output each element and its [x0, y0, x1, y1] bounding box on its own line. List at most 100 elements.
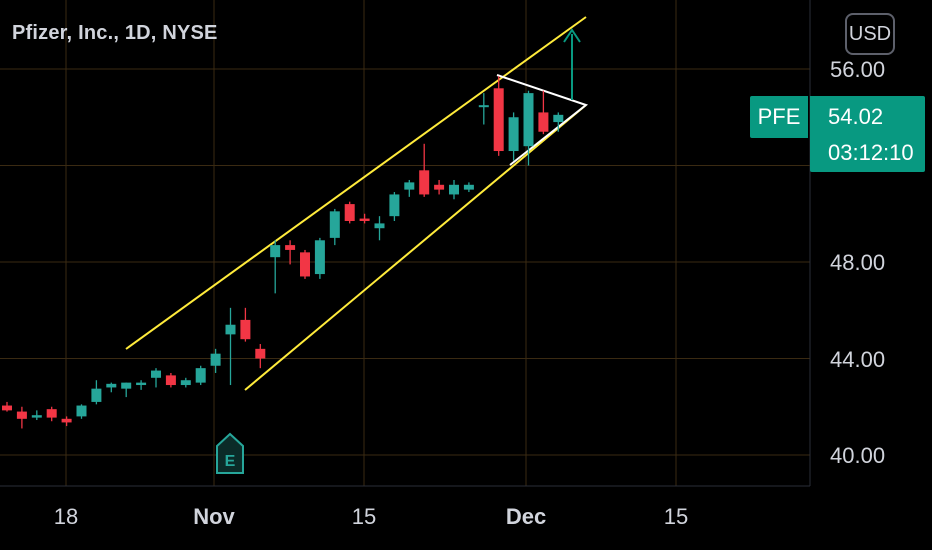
- candle-body: [136, 382, 147, 386]
- candle[interactable]: [165, 372, 176, 388]
- candle[interactable]: [538, 90, 549, 135]
- candle[interactable]: [374, 216, 385, 241]
- x-tick-label: 18: [53, 504, 79, 529]
- candle-body: [329, 211, 340, 238]
- candle-body: [240, 319, 251, 340]
- y-tick-label: 40.00: [830, 443, 886, 468]
- candle[interactable]: [344, 201, 355, 224]
- candle[interactable]: [553, 112, 564, 132]
- channel-lower-line[interactable]: [244, 104, 587, 391]
- chart-title: Pfizer, Inc., 1D, NYSE: [12, 22, 218, 44]
- candle[interactable]: [300, 249, 310, 279]
- candle[interactable]: [359, 213, 370, 224]
- symbol-label: PFE: [750, 96, 808, 138]
- candle-body: [46, 409, 57, 418]
- candle[interactable]: [434, 179, 445, 195]
- candle[interactable]: [136, 380, 147, 390]
- candle-body: [76, 405, 87, 417]
- candle[interactable]: [2, 401, 12, 412]
- candle[interactable]: [449, 179, 459, 200]
- earnings-letter: E: [225, 453, 236, 470]
- candle-body: [270, 245, 281, 258]
- candle-body: [210, 353, 221, 366]
- candle[interactable]: [91, 380, 102, 405]
- candle[interactable]: [151, 368, 161, 388]
- candle[interactable]: [195, 365, 206, 386]
- candle-body: [404, 182, 415, 190]
- x-tick-label: Dec: [505, 504, 547, 529]
- candle-body: [180, 380, 191, 386]
- candle-body: [106, 383, 117, 388]
- candle-body: [2, 405, 12, 411]
- candle[interactable]: [16, 406, 27, 429]
- candle-body: [538, 112, 549, 132]
- candle[interactable]: [404, 179, 415, 197]
- candle-body: [121, 382, 132, 389]
- candle-body: [255, 348, 266, 359]
- candle-body: [300, 252, 310, 277]
- candle[interactable]: [270, 240, 281, 294]
- candle-body: [508, 117, 519, 152]
- candle[interactable]: [523, 90, 534, 166]
- x-tick-label: 15: [351, 504, 377, 529]
- triangle-pattern[interactable]: [496, 74, 589, 166]
- candle[interactable]: [121, 382, 132, 398]
- candle-body: [359, 218, 370, 221]
- candle-body: [553, 114, 564, 123]
- candle-body: [285, 245, 296, 250]
- candle-body: [523, 93, 534, 147]
- candle[interactable]: [478, 93, 489, 125]
- candle[interactable]: [61, 416, 72, 427]
- drawings: [125, 16, 589, 391]
- channel-upper-line[interactable]: [125, 16, 587, 350]
- last-price: 54.02: [828, 104, 884, 129]
- candle[interactable]: [314, 237, 325, 279]
- x-tick-label: Nov: [193, 504, 235, 529]
- candle[interactable]: [210, 348, 221, 373]
- y-tick-label: 48.00: [830, 250, 886, 275]
- candle-body: [419, 170, 430, 195]
- candle[interactable]: [180, 377, 191, 388]
- candle[interactable]: [225, 307, 236, 386]
- candle[interactable]: [493, 76, 504, 156]
- currency-button[interactable]: USD: [845, 13, 895, 55]
- last-price-badge: 54.02 03:12:10: [810, 96, 925, 172]
- candle[interactable]: [255, 344, 266, 369]
- earnings-marker[interactable]: E: [216, 432, 244, 474]
- candle-body: [151, 370, 161, 378]
- candle-body: [389, 194, 400, 217]
- x-tick-label: 15: [663, 504, 689, 529]
- candle[interactable]: [419, 143, 430, 197]
- candle[interactable]: [46, 406, 57, 422]
- candle[interactable]: [106, 382, 117, 393]
- candle[interactable]: [31, 410, 42, 421]
- target-arrow[interactable]: [563, 28, 581, 100]
- candle-body: [344, 204, 355, 221]
- candle[interactable]: [76, 404, 87, 419]
- candle-body: [478, 105, 489, 108]
- candle-body: [374, 223, 385, 229]
- candle-body: [165, 375, 176, 386]
- candle[interactable]: [389, 192, 400, 221]
- candle[interactable]: [463, 182, 474, 193]
- candle-body: [225, 324, 236, 335]
- candle[interactable]: [329, 208, 340, 246]
- y-tick-label: 56.00: [830, 57, 886, 82]
- candle-body: [449, 184, 459, 195]
- candle-body: [434, 184, 445, 190]
- candle-body: [16, 411, 27, 419]
- candle-body: [314, 240, 325, 275]
- candle-body: [493, 88, 504, 152]
- candle[interactable]: [285, 240, 296, 265]
- candle-body: [61, 418, 72, 423]
- candle-body: [463, 184, 474, 190]
- y-tick-label: 44.00: [830, 347, 886, 372]
- candle[interactable]: [508, 112, 519, 161]
- candles: [2, 76, 564, 429]
- candle[interactable]: [240, 307, 251, 342]
- grid: [0, 0, 810, 486]
- candle-body: [195, 368, 206, 383]
- candle-body: [91, 388, 102, 402]
- bar-countdown: 03:12:10: [828, 140, 914, 165]
